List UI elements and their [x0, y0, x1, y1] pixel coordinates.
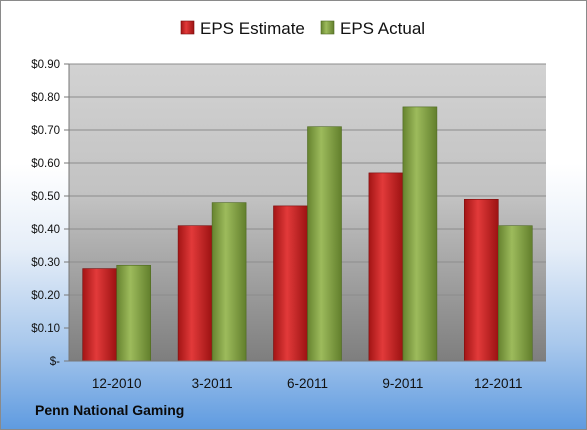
y-tick-label: $0.80 — [31, 92, 60, 104]
bar-eps-actual-12-2011 — [497, 225, 533, 362]
legend-label: EPS Actual — [340, 19, 425, 38]
x-category-label: 6-2011 — [287, 376, 328, 391]
y-tick-label: $0.20 — [31, 290, 60, 302]
y-tick-label: $0.50 — [31, 191, 60, 203]
y-tick-label: $- — [50, 356, 60, 368]
bar-eps-estimate-12-2010 — [82, 268, 117, 362]
y-tick-label: $0.30 — [31, 257, 60, 269]
bar-eps-estimate-3-2011 — [177, 225, 213, 362]
y-tick-label: $0.60 — [31, 158, 60, 170]
y-tick-label: $0.40 — [31, 224, 60, 236]
bar-eps-actual-3-2011 — [211, 202, 247, 362]
bar-eps-estimate-6-2011 — [273, 205, 308, 362]
x-category-label: 3-2011 — [192, 376, 233, 391]
y-tick-label: $0.10 — [31, 323, 60, 335]
bar-eps-estimate-12-2011 — [463, 199, 499, 362]
legend-swatch — [180, 20, 195, 35]
bar-eps-actual-6-2011 — [307, 126, 342, 362]
x-category-label: 12-2011 — [474, 376, 523, 391]
x-category-label: 12-2010 — [92, 376, 142, 391]
y-tick-label: $0.90 — [31, 59, 60, 71]
bar-eps-estimate-9-2011 — [368, 172, 404, 362]
legend-swatch — [320, 20, 335, 35]
bar-eps-actual-9-2011 — [402, 106, 438, 362]
legend-label: EPS Estimate — [200, 19, 305, 38]
x-category-label: 9-2011 — [382, 376, 423, 391]
y-tick-label: $0.70 — [31, 125, 60, 137]
bar-eps-actual-12-2010 — [116, 264, 151, 362]
company-name: Penn National Gaming — [35, 402, 185, 418]
